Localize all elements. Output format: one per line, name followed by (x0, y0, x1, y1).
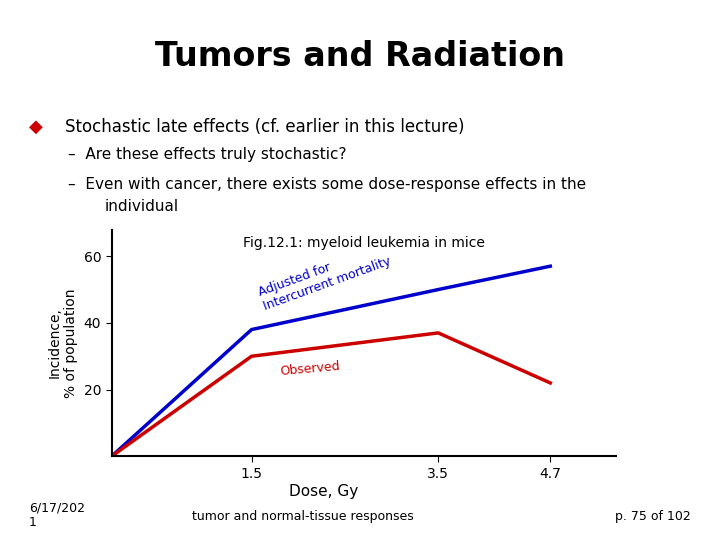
Y-axis label: Incidence,
% of population: Incidence, % of population (48, 288, 78, 397)
Text: Observed: Observed (279, 360, 341, 378)
Text: –  Even with cancer, there exists some dose-response effects in the: – Even with cancer, there exists some do… (68, 177, 587, 192)
Text: Stochastic late effects (cf. earlier in this lecture): Stochastic late effects (cf. earlier in … (65, 118, 464, 136)
Text: ◆: ◆ (29, 118, 42, 136)
Text: –  Are these effects truly stochastic?: – Are these effects truly stochastic? (68, 147, 347, 162)
Text: individual: individual (104, 199, 179, 214)
Text: Tumors and Radiation: Tumors and Radiation (155, 40, 565, 73)
Text: Adjusted for
Intercurrent mortality: Adjusted for Intercurrent mortality (256, 240, 392, 313)
X-axis label: Dose, Gy: Dose, Gy (289, 483, 358, 498)
Text: 6/17/202
1: 6/17/202 1 (29, 501, 85, 529)
Text: tumor and normal-tissue responses: tumor and normal-tissue responses (192, 510, 413, 523)
Text: Fig.12.1: myeloid leukemia in mice: Fig.12.1: myeloid leukemia in mice (243, 237, 485, 251)
Text: p. 75 of 102: p. 75 of 102 (616, 510, 691, 523)
